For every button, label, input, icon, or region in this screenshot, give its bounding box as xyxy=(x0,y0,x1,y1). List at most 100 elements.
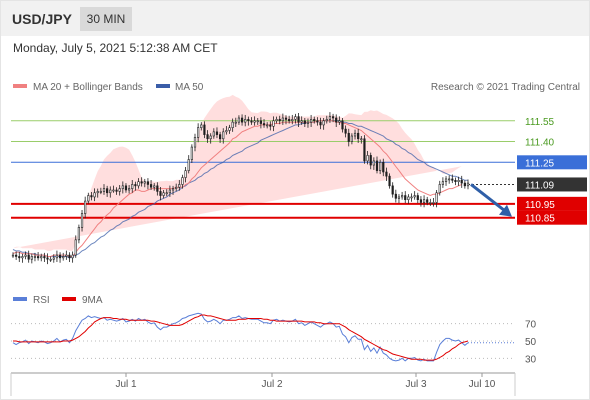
time-tick-label: Jul 2 xyxy=(261,379,283,390)
candle xyxy=(159,186,162,201)
candle xyxy=(416,192,419,204)
candle xyxy=(388,173,391,189)
candle xyxy=(156,182,159,196)
timeframe-badge[interactable]: 30 MIN xyxy=(80,7,132,31)
forecast-arrow xyxy=(470,183,512,217)
candle xyxy=(303,118,306,127)
candle xyxy=(118,185,121,196)
candle xyxy=(140,177,143,187)
bollinger-bands xyxy=(13,94,462,251)
candle xyxy=(363,135,366,164)
ma20-legend-swatch xyxy=(13,84,27,88)
candle xyxy=(366,150,369,165)
candle xyxy=(87,192,90,204)
candle xyxy=(394,189,397,203)
candle xyxy=(49,256,52,262)
candle xyxy=(310,114,313,127)
candle xyxy=(71,251,74,263)
level-box-110.95 xyxy=(517,196,587,211)
rsi-tick-50: 50 xyxy=(525,337,537,348)
rsi-panel: 70 50 30 xyxy=(11,312,537,365)
candlesticks xyxy=(11,112,470,265)
candle xyxy=(407,194,410,204)
candle xyxy=(316,117,319,126)
candle xyxy=(322,118,325,130)
candle xyxy=(27,250,30,263)
candle xyxy=(65,250,68,260)
price-levels xyxy=(11,120,515,219)
level-box-111.25 xyxy=(517,155,587,170)
candle xyxy=(422,195,426,208)
candle xyxy=(262,119,266,128)
candle xyxy=(338,116,341,125)
level-label-111.55: 111.55 xyxy=(525,117,555,128)
ma50-legend-swatch xyxy=(156,84,170,88)
ma20-line xyxy=(12,120,462,257)
candle xyxy=(382,158,385,177)
candle xyxy=(441,177,444,188)
candle xyxy=(168,185,171,197)
candle xyxy=(24,251,27,260)
symbol-title: USD/JPY xyxy=(12,11,72,27)
candle xyxy=(463,180,466,189)
rsi-legend: RSI 9MA xyxy=(13,295,103,306)
candle xyxy=(444,176,448,186)
candle xyxy=(454,177,457,186)
candle xyxy=(266,122,269,129)
candle xyxy=(335,114,338,127)
level-box-110.85 xyxy=(517,210,587,225)
candle xyxy=(219,131,222,143)
rsi-line xyxy=(12,312,469,362)
candle xyxy=(319,117,322,130)
candle xyxy=(353,129,357,140)
candle xyxy=(435,190,438,208)
candle xyxy=(288,115,291,124)
candle xyxy=(278,115,281,125)
candle xyxy=(457,176,460,186)
candle xyxy=(93,188,96,202)
candle xyxy=(40,253,43,262)
time-tick-label: Jul 1 xyxy=(115,379,137,390)
candle xyxy=(68,252,71,262)
candle xyxy=(391,182,394,198)
candle xyxy=(106,185,109,197)
candle xyxy=(112,185,115,193)
candle xyxy=(200,122,203,131)
rsi-legend-swatch xyxy=(13,297,27,301)
candle xyxy=(187,155,190,174)
candle xyxy=(58,252,62,263)
candle xyxy=(281,113,284,125)
candle xyxy=(234,117,237,127)
candle xyxy=(272,116,275,132)
candle xyxy=(460,175,463,188)
candle xyxy=(74,235,77,258)
candle xyxy=(341,118,344,133)
candle xyxy=(115,187,118,195)
rsi-tick-30: 30 xyxy=(525,354,537,365)
candle xyxy=(124,183,128,193)
level-label-111.09: 111.09 xyxy=(525,180,555,191)
candle xyxy=(90,191,93,201)
credit-label: Research © 2021 Trading Central xyxy=(431,82,580,93)
candle xyxy=(250,117,253,125)
candle xyxy=(379,159,382,175)
bollinger-band-area xyxy=(13,94,462,251)
candle xyxy=(96,188,99,198)
candle xyxy=(259,117,262,129)
candle xyxy=(325,115,328,124)
rsi-ma-legend-swatch xyxy=(62,297,76,301)
rsi-legend-label: RSI xyxy=(33,295,50,306)
candle xyxy=(43,252,46,262)
candle xyxy=(228,124,231,134)
candle xyxy=(275,116,278,124)
level-labels: 111.55 111.40 111.25 111.09 110.95 110.85 xyxy=(517,117,587,225)
candle xyxy=(146,178,150,190)
level-box-111.09 xyxy=(517,177,587,192)
candle xyxy=(253,116,256,126)
candle xyxy=(215,127,219,139)
candle xyxy=(231,118,234,132)
candle xyxy=(190,144,193,163)
candle xyxy=(11,252,15,258)
candle xyxy=(244,114,247,127)
candle xyxy=(143,178,146,188)
